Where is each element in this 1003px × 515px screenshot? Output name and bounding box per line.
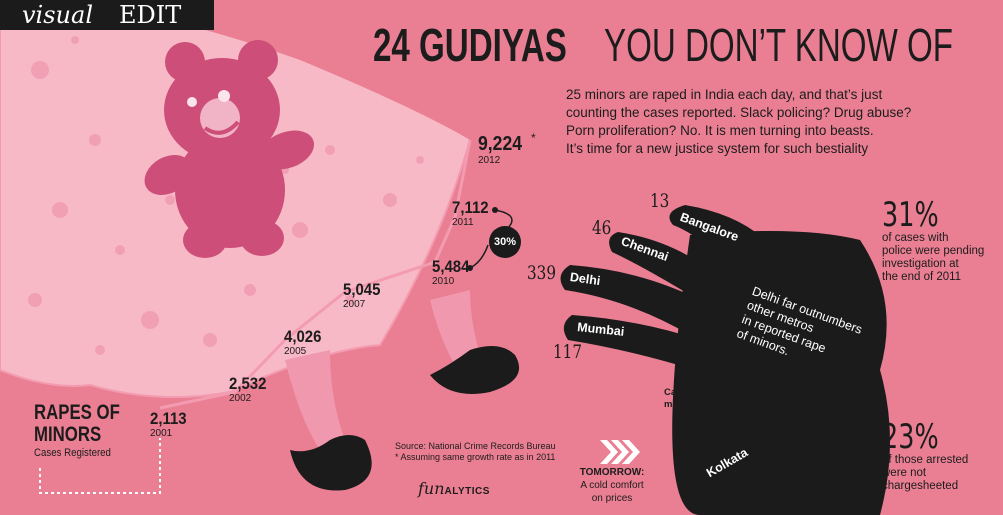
logo-alytics: ALYTICS (444, 486, 490, 497)
data-year: 2011 (452, 217, 474, 228)
brand-tag: visual EDIT (0, 0, 214, 30)
hand-caption-line: minors, 2011 (664, 399, 722, 410)
stat-line: chargesheeted (882, 480, 959, 492)
intro-line: 25 minors are raped in India each day, a… (566, 87, 883, 102)
finger-count-bangalore: 13 (650, 190, 670, 212)
data-value: 4,026 (284, 327, 322, 346)
intro-line: Porn proliferation? No. It is men turnin… (566, 123, 874, 138)
tomorrow-label: TOMORROW: (579, 467, 645, 478)
data-point-2011: 7,112 2011 (452, 198, 494, 229)
data-value: 5,484 (432, 257, 470, 276)
data-year: 2007 (343, 299, 366, 310)
data-value: 9,224 (478, 133, 523, 155)
data-value: 2,532 (229, 374, 267, 393)
hand-caption-line: Cases of rapes of (664, 387, 744, 398)
data-year: 2010 (432, 276, 455, 287)
data-year: 2001 (150, 428, 173, 439)
stat-line: investigation at (882, 258, 959, 270)
hand-caption: Cases of rapes of minors, 2011 (664, 387, 743, 411)
tomorrow-line: on prices (591, 493, 633, 504)
brand-edit: EDIT (119, 1, 182, 29)
tomorrow-teaser[interactable]: TOMORROW: A cold comfort on prices (572, 467, 652, 505)
stat-line: were not (882, 467, 927, 479)
finger-count-chennai: 46 (592, 217, 612, 239)
data-value: 2,113 (150, 409, 187, 428)
logo-fun: fun (418, 479, 445, 498)
intro-line: counting the cases reported. Slack polic… (566, 105, 912, 120)
stat-line: police were pending (882, 245, 985, 257)
intro-text: 25 minors are raped in India each day, a… (566, 86, 986, 158)
finger-count-delhi: 339 (527, 262, 557, 284)
stat-line: the end of 2011 (882, 271, 962, 283)
headline-light: YOU DON’T KNOW OF (604, 19, 953, 71)
data-point-2012: 9,224 * 2012 (478, 131, 536, 166)
stat-not-chargesheeted: 23% of those arrested were not chargeshe… (882, 420, 1000, 493)
chart-title: RAPES OF MINORS Cases Registered (34, 402, 141, 460)
chart-title-line1: RAPES OF (34, 401, 120, 424)
forward-chevron-icon (600, 440, 640, 464)
growth-badge-circle (489, 226, 521, 258)
hand-illustration (560, 205, 890, 515)
data-point-2007: 5,045 2007 (343, 280, 386, 311)
stat-line: of those arrested (882, 454, 969, 466)
chart-subtitle: Cases Registered (34, 447, 111, 459)
teddy-bear-illustration (144, 40, 315, 258)
data-point-2005: 4,026 2005 (284, 327, 327, 358)
intro-line: It’s time for a new justice system for s… (566, 141, 869, 156)
finger-count-kolkata: 18 (676, 437, 696, 459)
stat-percent: 31% (882, 195, 939, 235)
data-year: 2012 (478, 155, 501, 166)
brand-visual: visual (22, 1, 93, 29)
headline: 24 GUDIYAS YOU DON’T KNOW OF (373, 20, 1003, 80)
stat-line: of cases with (882, 232, 949, 244)
shoe-illustration (290, 435, 372, 491)
funalytics-logo: funALYTICS (418, 479, 490, 499)
chart-title-line2: MINORS (34, 423, 102, 446)
growth-badge: 30% (493, 236, 517, 248)
data-year: 2005 (284, 346, 307, 357)
source-footnote: * Assuming same growth rate as in 2011 (395, 452, 556, 462)
data-point-2002: 2,532 2002 (229, 374, 272, 405)
headline-bold: 24 GUDIYAS (373, 19, 567, 71)
data-year: 2002 (229, 393, 252, 404)
estimate-asterisk: * (531, 131, 536, 145)
data-point-2001: 2,113 2001 (150, 409, 192, 440)
shoe-illustration (430, 346, 520, 394)
tomorrow-line: A cold comfort (580, 480, 644, 491)
data-value: 5,045 (343, 280, 381, 299)
data-value: 7,112 (452, 198, 489, 217)
stat-percent: 23% (882, 417, 939, 457)
finger-count-mumbai: 117 (553, 341, 583, 363)
data-point-2010: 5,484 2010 (432, 257, 475, 288)
source-note: Source: National Crime Records Bureau * … (395, 441, 556, 463)
source-line: Source: National Crime Records Bureau (395, 441, 556, 451)
stat-pending-investigation: 31% of cases with police were pending in… (882, 198, 1000, 284)
